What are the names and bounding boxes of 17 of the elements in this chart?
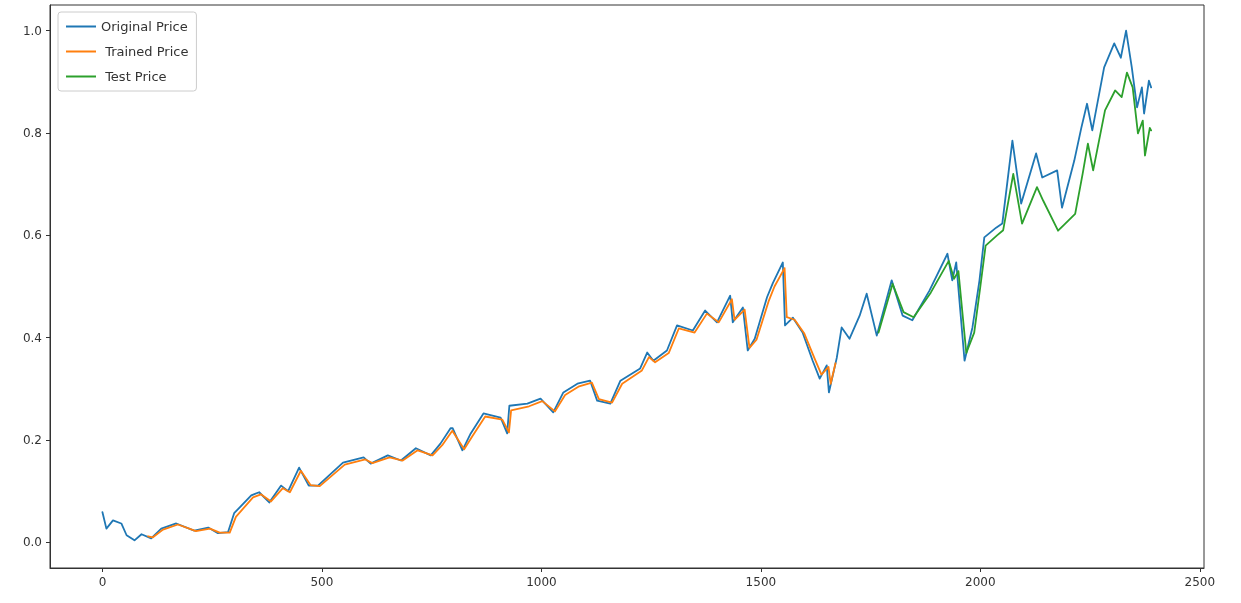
y-tick-label: 0.4 bbox=[22, 330, 42, 345]
x-tick-label: 2000 bbox=[965, 575, 996, 589]
x-tick-label: 1000 bbox=[526, 575, 557, 589]
y-tick-label: 0.6 bbox=[22, 228, 42, 243]
line-series bbox=[147, 267, 837, 539]
x-tick-label: 2500 bbox=[1184, 575, 1216, 589]
legend-label: Original Price bbox=[101, 19, 188, 34]
x-tick-label: 500 bbox=[310, 575, 334, 589]
legend-label: Test Price bbox=[101, 69, 167, 84]
y-tick-label: 0.2 bbox=[22, 433, 42, 448]
line-series bbox=[877, 71, 1153, 354]
y-tick-label: 0.8 bbox=[22, 125, 42, 140]
y-tick-label: 1.0 bbox=[22, 23, 42, 38]
x-tick-label: 0 bbox=[98, 575, 107, 589]
legend-label: Trained Price bbox=[101, 44, 189, 59]
y-tick-label: 0.0 bbox=[22, 535, 42, 550]
x-tick-label: 1500 bbox=[745, 575, 777, 589]
